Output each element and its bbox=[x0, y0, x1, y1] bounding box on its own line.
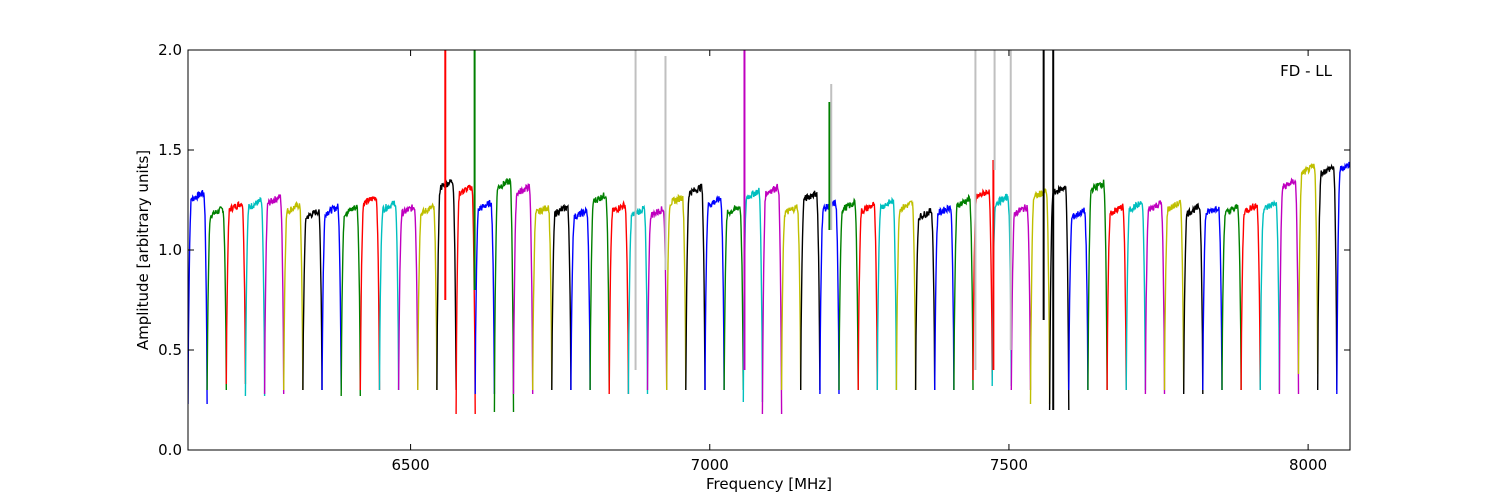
x-axis-label: Frequency [MHz] bbox=[706, 475, 832, 493]
channel-series-40 bbox=[934, 204, 955, 391]
channel-series-32 bbox=[780, 204, 802, 391]
channel-series-61 bbox=[1336, 161, 1350, 395]
series-layer bbox=[188, 161, 1350, 415]
channel-series-60 bbox=[1316, 163, 1338, 391]
channel-series-41 bbox=[953, 193, 974, 391]
channel-series-2 bbox=[206, 206, 227, 391]
channel-series-47 bbox=[1068, 207, 1089, 391]
y-tick-label: 1.5 bbox=[158, 141, 182, 159]
x-tick-label: 7000 bbox=[691, 456, 729, 474]
channel-series-55 bbox=[1221, 203, 1242, 391]
channel-series-59 bbox=[1297, 162, 1319, 375]
channel-series-20 bbox=[551, 203, 572, 391]
channel-series-31 bbox=[761, 183, 783, 415]
channel-series-43 bbox=[991, 193, 1012, 387]
channel-series-8 bbox=[321, 203, 342, 391]
channel-series-21 bbox=[570, 206, 591, 391]
channel-series-37 bbox=[876, 196, 898, 391]
y-axis-ticks: 0.0 0.5 1.0 1.5 2.0 bbox=[158, 41, 1350, 459]
channel-series-7 bbox=[302, 209, 323, 391]
x-tick-label: 6500 bbox=[391, 456, 429, 474]
channel-series-38 bbox=[895, 200, 917, 391]
y-tick-label: 1.0 bbox=[158, 241, 182, 259]
channel-series-5 bbox=[263, 194, 285, 395]
x-tick-label: 7500 bbox=[990, 456, 1028, 474]
channel-series-18 bbox=[512, 183, 534, 395]
channel-series-57 bbox=[1259, 199, 1281, 391]
channel-series-51 bbox=[1144, 200, 1166, 395]
channel-series-53 bbox=[1182, 202, 1204, 395]
spike-layer bbox=[444, 50, 1055, 410]
channel-series-27 bbox=[685, 183, 706, 391]
channel-series-49 bbox=[1106, 203, 1127, 391]
channel-series-29 bbox=[723, 205, 744, 391]
channel-series-23 bbox=[608, 199, 630, 395]
channel-series-15 bbox=[455, 184, 476, 415]
channel-series-52 bbox=[1163, 199, 1185, 391]
channel-series-33 bbox=[800, 190, 821, 391]
x-axis-ticks: 6500 7000 7500 8000 bbox=[391, 50, 1327, 474]
channel-series-36 bbox=[857, 201, 878, 391]
channel-series-56 bbox=[1240, 202, 1261, 391]
channel-series-39 bbox=[914, 208, 936, 391]
y-axis-label: Amplitude [arbitrary units] bbox=[134, 150, 152, 350]
channel-series-12 bbox=[397, 204, 419, 391]
channel-series-25 bbox=[646, 206, 668, 391]
channel-series-4 bbox=[244, 196, 266, 397]
y-tick-label: 2.0 bbox=[158, 41, 182, 59]
channel-series-30 bbox=[742, 187, 764, 403]
channel-series-16 bbox=[474, 199, 496, 395]
channel-series-19 bbox=[532, 205, 553, 391]
channel-series-13 bbox=[417, 202, 438, 391]
channel-series-24 bbox=[627, 204, 649, 395]
channel-series-10 bbox=[359, 196, 381, 391]
channel-series-54 bbox=[1202, 205, 1223, 391]
channel-series-58 bbox=[1278, 177, 1300, 395]
channel-series-35 bbox=[838, 197, 859, 391]
channel-series-26 bbox=[666, 193, 687, 391]
channel-series-28 bbox=[704, 195, 725, 391]
channel-series-6 bbox=[283, 200, 304, 391]
channel-series-11 bbox=[378, 200, 400, 391]
channel-series-9 bbox=[340, 204, 361, 397]
channel-series-17 bbox=[493, 178, 515, 413]
channel-series-50 bbox=[1125, 201, 1147, 391]
channel-series-1 bbox=[188, 190, 208, 405]
channel-series-14 bbox=[436, 179, 457, 391]
channel-series-48 bbox=[1087, 179, 1108, 391]
channel-series-3 bbox=[225, 201, 247, 385]
channel-series-45 bbox=[1029, 188, 1051, 405]
channel-series-22 bbox=[589, 192, 610, 391]
y-tick-label: 0.0 bbox=[158, 441, 182, 459]
y-tick-label: 0.5 bbox=[158, 341, 182, 359]
channel-series-44 bbox=[1010, 204, 1032, 391]
chart-annotation: FD - LL bbox=[1280, 62, 1332, 80]
x-tick-label: 8000 bbox=[1289, 456, 1327, 474]
